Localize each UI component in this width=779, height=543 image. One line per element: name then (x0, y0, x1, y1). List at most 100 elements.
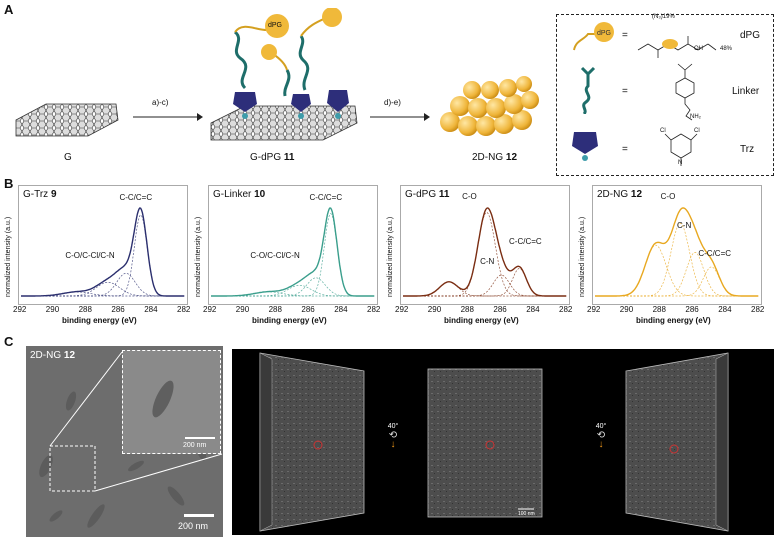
xps-tick: 286 (685, 305, 699, 314)
xps-title: G-Linker 10 (213, 189, 266, 200)
xps-component-4 (595, 244, 759, 297)
xps-xlabel: binding energy (eV) (252, 316, 327, 325)
panel-c-letter: C (4, 334, 14, 349)
tomo-scale-label: 100 nm (518, 511, 535, 517)
tem-label: 2D-NG 12 (30, 350, 76, 361)
rotation-indicator-2: 40° ⟲ ↓ (595, 423, 607, 450)
arrow-1-label: a)-c) (152, 98, 169, 107)
xps-component-1 (403, 212, 567, 297)
xps-xlabel: binding energy (eV) (444, 316, 519, 325)
legend-dpg-name: dPG (740, 30, 761, 41)
legend-eq-3: = (622, 144, 628, 155)
xps-peak-label: C-C/C=C (509, 236, 542, 246)
xps-component-2 (21, 272, 185, 297)
xps-tick: 292 (203, 305, 217, 314)
tomography-panel: 40° ⟲ ↓ 40° ⟲ ↓ 100 nm (232, 349, 774, 535)
xps-tick: 286 (301, 305, 315, 314)
graphene-sheet (15, 103, 119, 137)
xps-tick: 288 (268, 305, 282, 314)
dpg-bead-label: dPG (268, 22, 283, 29)
xps-envelope (403, 207, 567, 297)
legend-eq-2: = (622, 86, 628, 97)
xps-ylabel: normalized intensity (a.u.) (5, 216, 12, 297)
xps-ylabel: normalized intensity (a.u.) (579, 216, 586, 297)
xps-tick: 292 (13, 305, 27, 314)
inset-scale-label: 200 nm (183, 442, 207, 449)
xps-tick: 284 (526, 305, 540, 314)
xps-peak-label: C-O (462, 191, 477, 201)
xps-component-4 (211, 291, 375, 297)
inset-scale-bar (185, 437, 215, 439)
rotation-indicator-1: 40° ⟲ ↓ (387, 423, 399, 450)
xps-xlabel: binding energy (eV) (62, 316, 137, 325)
linker-nh2: NH₂ (690, 114, 701, 120)
xps-tick: 292 (587, 305, 601, 314)
legend-linker-name: Linker (732, 86, 760, 97)
xps-component-2 (211, 277, 375, 297)
panel-b-letter: B (4, 176, 14, 191)
xps-tick: 292 (395, 305, 409, 314)
arrow-2-label: d)-e) (384, 98, 401, 107)
linker-structure (675, 63, 695, 121)
trz-cl-1: Cl (660, 128, 666, 134)
xps-tick: 290 (619, 305, 634, 314)
trz-n: N (678, 160, 683, 166)
dpg-structure (637, 36, 717, 58)
legend-trz-name: Trz (740, 144, 755, 155)
legend-eq-1: = (622, 30, 628, 41)
xps-peak-label: C-C/C=C (698, 248, 732, 258)
xps-title: G-Trz 9 (23, 189, 57, 200)
legend-box (556, 14, 774, 176)
panel-a-letter: A (4, 2, 14, 17)
xps-tick: 284 (144, 305, 158, 314)
arrow-1 (133, 113, 203, 121)
xps-title: G-dPG 11 (405, 189, 450, 200)
main-scale-label: 200 nm (178, 521, 209, 531)
xps-component-4 (21, 291, 185, 297)
xps-tick: 290 (427, 305, 442, 314)
gdpg-scheme (210, 8, 358, 141)
xps-tick: 286 (493, 305, 507, 314)
xps-tick: 286 (111, 305, 125, 314)
xps-tick: 288 (460, 305, 474, 314)
xps-plot-3: G-dPG 11 C-O C-C/C=C C-N (400, 185, 570, 305)
xps-component-1 (21, 214, 185, 297)
dpg-pct2: 48% (720, 46, 733, 52)
xps-envelope (595, 207, 759, 297)
xps-component-3 (595, 266, 759, 297)
legend-trz-icon (572, 132, 598, 161)
xps-peak-label: C-O/C-Cl/C-N (65, 250, 115, 260)
dpg-n3-sub: (N₃)19% (652, 14, 675, 20)
xps-peak-label: C-C/C=C (309, 193, 343, 203)
xps-envelope (211, 207, 375, 297)
xps-peak-label: C-O/C-Cl/C-N (250, 250, 300, 260)
graphene-label: G (64, 152, 72, 163)
arrow-2 (370, 113, 430, 121)
xps-tick: 284 (718, 305, 732, 314)
xps-peak-label: C-C/C=C (119, 193, 153, 203)
xps-peak-label: C-N (677, 221, 692, 231)
legend-dpg-icon: dPG (573, 22, 614, 51)
xps-plot-4: 2D-NG 12 C-O C-N C-C/C=C (592, 185, 762, 305)
main-scale-bar (184, 514, 214, 517)
gdpg-label: G-dPG 11 (250, 152, 295, 163)
xps-tick: 290 (45, 305, 60, 314)
xps-plot-2: G-Linker 10 C-C/C=C C-O/C-Cl/C-N (208, 185, 378, 305)
trz-cl-2: Cl (694, 128, 700, 134)
dpg-oh: OH (694, 46, 703, 52)
xps-component-3 (403, 268, 567, 297)
ng-label: 2D-NG 12 (472, 152, 518, 163)
xps-peak-label: C-O (660, 191, 676, 201)
xps-envelope (21, 207, 185, 297)
xps-tick: 282 (177, 305, 191, 314)
xps-ylabel: normalized intensity (a.u.) (387, 216, 394, 297)
xps-component-1 (595, 223, 759, 297)
xps-tick: 282 (751, 305, 765, 314)
xps-xlabel: binding energy (eV) (636, 316, 711, 325)
xps-title: 2D-NG 12 (597, 189, 643, 200)
xps-peak-label: C-N (480, 256, 495, 266)
svg-text:dPG: dPG (597, 30, 611, 37)
xps-tick: 282 (559, 305, 573, 314)
legend-linker-icon (580, 66, 596, 114)
xps-tick: 284 (334, 305, 348, 314)
